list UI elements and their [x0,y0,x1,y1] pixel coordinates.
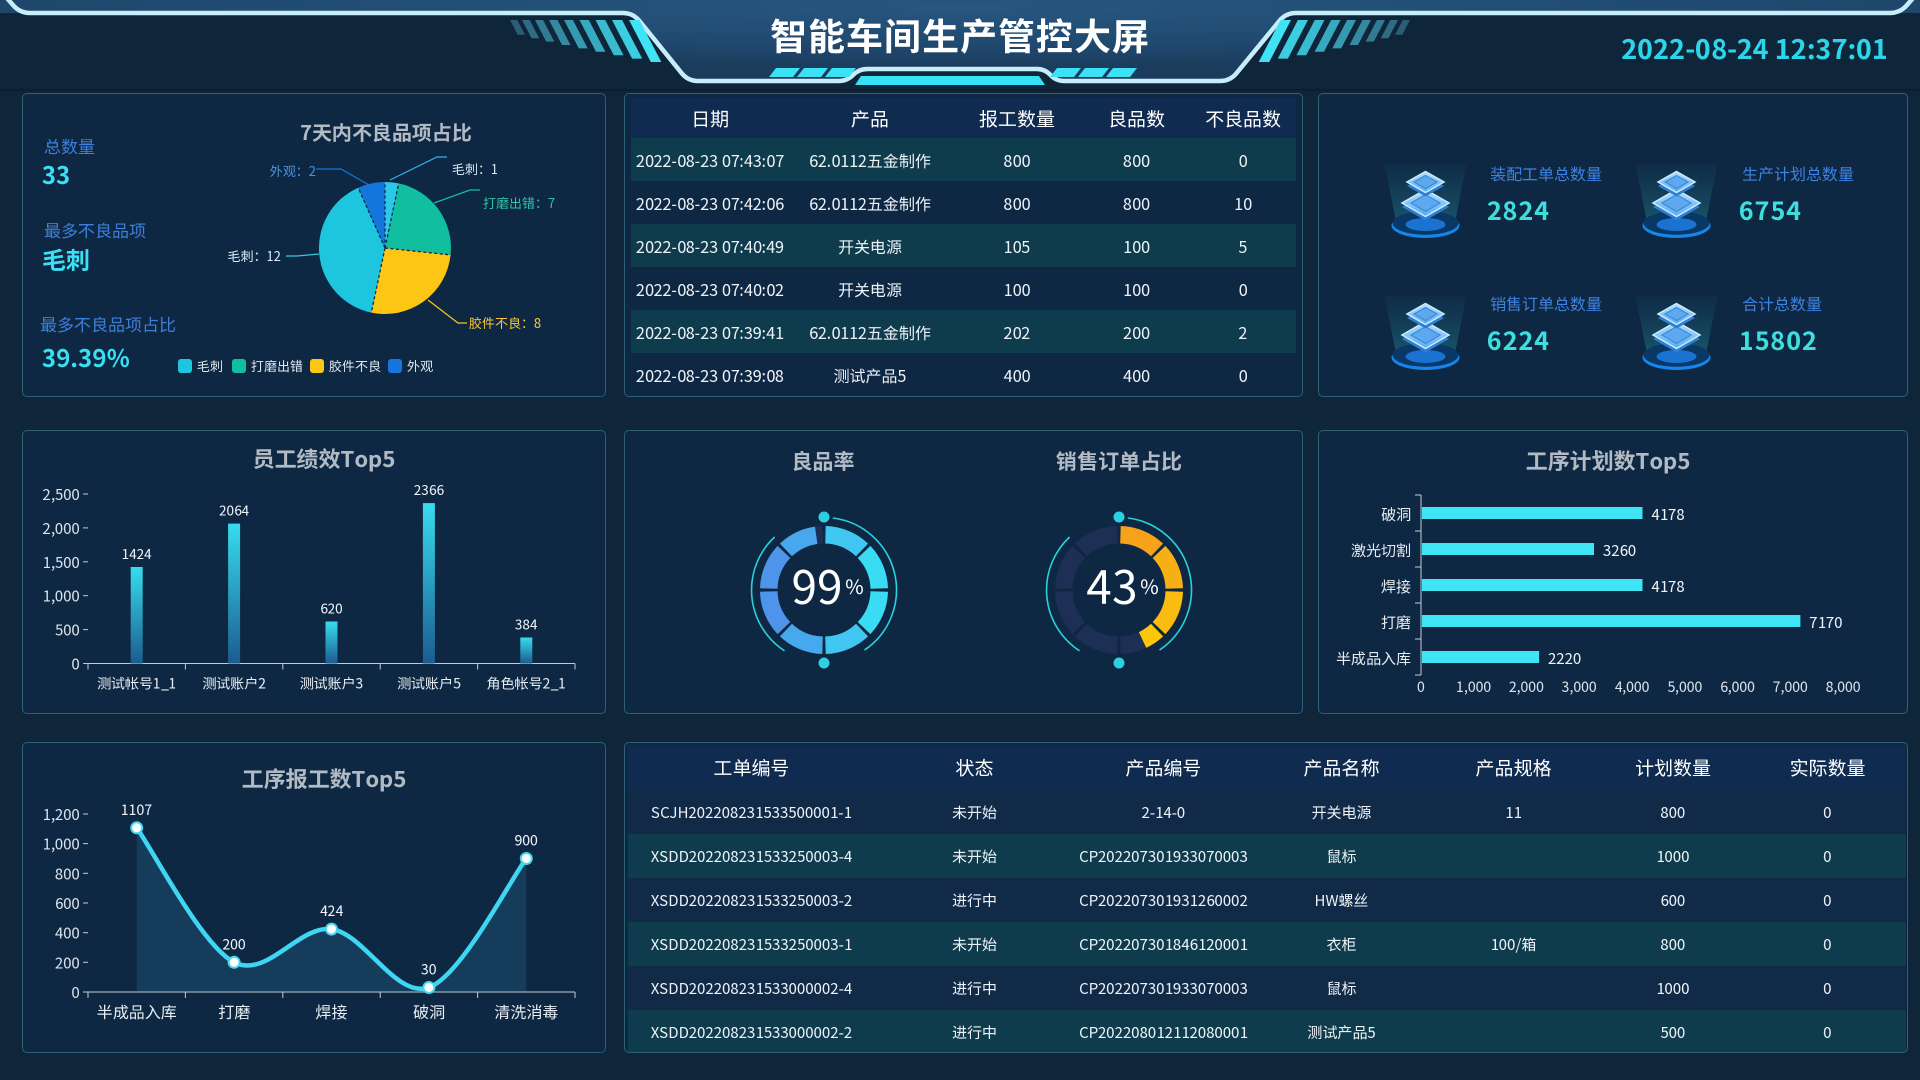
svg-text:测试账户3: 测试账户3 [300,674,364,694]
svg-text:384: 384 [515,614,538,634]
svg-text:2,000: 2,000 [43,518,80,539]
svg-text:销售订单占比: 销售订单占比 [1056,446,1182,476]
svg-text:3260: 3260 [1603,540,1636,561]
svg-text:清洗消毒: 清洗消毒 [494,999,558,1023]
svg-text:0: 0 [72,654,80,675]
svg-text:800: 800 [55,863,80,884]
svg-text:最多不良品项占比: 最多不良品项占比 [40,311,176,336]
svg-text:4178: 4178 [1652,576,1686,597]
svg-text:焊接: 焊接 [315,999,347,1023]
svg-text:400: 400 [55,923,80,944]
svg-text:2824: 2824 [1487,192,1550,228]
svg-text:33: 33 [42,156,70,191]
svg-text:4178: 4178 [1652,504,1686,525]
svg-text:半成品入库: 半成品入库 [97,999,177,1023]
svg-text:胶件不良：8: 胶件不良：8 [469,313,542,332]
svg-text:1,000: 1,000 [43,586,80,607]
svg-text:7170: 7170 [1809,612,1842,633]
svg-text:生产计划总数量: 生产计划总数量 [1742,161,1854,185]
svg-text:0: 0 [72,982,80,1003]
svg-text:总数量: 总数量 [44,133,95,158]
svg-text:424: 424 [320,901,344,921]
svg-text:破洞: 破洞 [413,999,445,1023]
svg-text:43: 43 [1086,552,1137,618]
svg-text:测试帐号1_1: 测试帐号1_1 [97,674,176,694]
svg-text:毛刺：1: 毛刺：1 [452,159,498,178]
svg-text:销售订单总数量: 销售订单总数量 [1490,291,1602,315]
svg-text:测试账户5: 测试账户5 [397,674,461,694]
svg-text:4,000: 4,000 [1615,677,1650,697]
svg-text:6754: 6754 [1739,192,1802,228]
svg-text:2064: 2064 [219,500,249,520]
svg-text:半成品入库: 半成品入库 [1336,648,1411,669]
svg-text:3,000: 3,000 [1562,677,1597,697]
svg-text:1424: 1424 [122,543,152,563]
svg-text:装配工单总数量: 装配工单总数量 [1490,161,1602,185]
svg-text:200: 200 [55,952,80,973]
svg-text:打磨出错：7: 打磨出错：7 [483,193,555,212]
svg-text:破洞: 破洞 [1381,504,1411,525]
svg-text:胶件不良: 胶件不良 [329,356,381,375]
svg-text:1107: 1107 [121,800,152,820]
svg-text:打磨出错: 打磨出错 [251,356,303,375]
svg-text:测试账户2: 测试账户2 [202,674,266,694]
svg-text:工序报工数Top5: 工序报工数Top5 [242,762,407,794]
svg-text:焊接: 焊接 [1381,576,1411,597]
svg-text:39.39%: 39.39% [42,339,130,374]
svg-text:620: 620 [320,598,343,618]
svg-text:2,500: 2,500 [43,484,80,505]
svg-text:工序计划数Top5: 工序计划数Top5 [1526,444,1691,476]
svg-text:0: 0 [1417,677,1425,697]
svg-text:1,000: 1,000 [43,834,80,855]
svg-text:2220: 2220 [1548,648,1581,669]
svg-text:500: 500 [54,620,80,641]
svg-text:毛刺: 毛刺 [42,241,90,276]
svg-text:2366: 2366 [414,479,444,499]
svg-text:2,000: 2,000 [1509,677,1544,697]
svg-text:6,000: 6,000 [1720,677,1755,697]
svg-text:200: 200 [222,934,246,954]
svg-text:600: 600 [55,893,80,914]
svg-text:99: 99 [791,552,842,618]
svg-text:15802: 15802 [1739,322,1818,358]
svg-text:打磨: 打磨 [1381,612,1411,633]
svg-text:角色帐号2_1: 角色帐号2_1 [487,674,566,694]
svg-text:打磨: 打磨 [218,999,250,1023]
svg-text:%: % [1140,571,1158,600]
svg-text:1,200: 1,200 [43,804,80,825]
svg-text:5,000: 5,000 [1667,677,1702,697]
svg-text:合计总数量: 合计总数量 [1742,291,1822,315]
svg-text:员工绩效Top5: 员工绩效Top5 [253,442,396,474]
svg-text:6224: 6224 [1487,322,1550,358]
svg-text:最多不良品项: 最多不良品项 [44,217,146,242]
svg-text:900: 900 [515,831,539,851]
svg-text:7天内不良品项占比: 7天内不良品项占比 [300,117,472,146]
svg-text:8,000: 8,000 [1826,677,1861,697]
svg-text:毛刺: 毛刺 [197,356,223,375]
svg-text:外观: 外观 [407,356,433,375]
svg-text:激光切割: 激光切割 [1351,540,1411,561]
svg-text:1,500: 1,500 [43,552,80,573]
svg-text:毛刺：12: 毛刺：12 [228,246,281,265]
svg-text:外观：2: 外观：2 [270,161,316,180]
svg-text:7,000: 7,000 [1773,677,1808,697]
svg-text:良品率: 良品率 [792,446,855,476]
svg-text:%: % [845,571,863,600]
svg-text:1,000: 1,000 [1456,677,1491,697]
svg-text:30: 30 [421,960,437,980]
